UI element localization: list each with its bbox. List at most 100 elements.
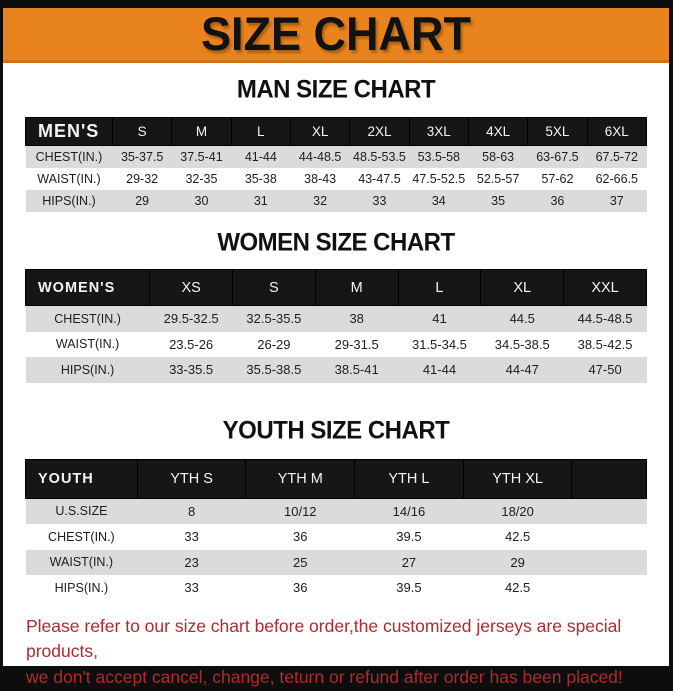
size-value-cell: 33-35.5: [150, 357, 233, 383]
size-value-cell: 35-37.5: [112, 146, 171, 169]
size-value-cell: 14/16: [355, 498, 464, 524]
size-column-header: L: [231, 118, 290, 146]
size-column-header: 4XL: [468, 118, 527, 146]
filler-cell: [572, 498, 647, 524]
size-value-cell: 34: [409, 190, 468, 212]
size-value-cell: 35.5-38.5: [233, 357, 316, 383]
size-value-cell: 36: [528, 190, 587, 212]
size-value-cell: 37: [587, 190, 646, 212]
size-value-cell: 57-62: [528, 168, 587, 190]
size-column-header: S: [233, 270, 316, 306]
size-value-cell: 23.5-26: [150, 332, 233, 358]
size-value-cell: 35-38: [231, 168, 290, 190]
size-column-header: YTH L: [355, 459, 464, 498]
size-column-header: YTH XL: [463, 459, 572, 498]
size-value-cell: 43-47.5: [350, 168, 409, 190]
size-column-header: XL: [290, 118, 349, 146]
page-title: SIZE CHART: [201, 6, 471, 61]
size-value-cell: 44.5: [481, 306, 564, 332]
size-value-cell: 33: [137, 575, 246, 601]
size-value-cell: 47-50: [564, 357, 647, 383]
size-value-cell: 33: [137, 524, 246, 550]
order-policy-line-2: we don't accept cancel, change, teturn o…: [26, 665, 647, 691]
size-value-cell: 44-48.5: [290, 146, 349, 169]
size-value-cell: 36: [246, 575, 355, 601]
size-value-cell: 37.5-41: [172, 146, 231, 169]
size-column-header: XS: [150, 270, 233, 306]
row-label-cell: CHEST(IN.): [26, 146, 113, 169]
row-label-cell: CHEST(IN.): [26, 524, 138, 550]
row-label-cell: WAIST(IN.): [26, 550, 138, 576]
size-value-cell: 63-67.5: [528, 146, 587, 169]
order-policy-note: Please refer to our size chart before or…: [3, 601, 669, 691]
size-value-cell: 34.5-38.5: [481, 332, 564, 358]
size-column-header: 6XL: [587, 118, 646, 146]
table-title-cell: WOMEN'S: [26, 270, 150, 306]
size-value-cell: 47.5-52.5: [409, 168, 468, 190]
size-value-cell: 29.5-32.5: [150, 306, 233, 332]
size-value-cell: 33: [350, 190, 409, 212]
size-value-cell: 31: [231, 190, 290, 212]
size-value-cell: 18/20: [463, 498, 572, 524]
size-value-cell: 32: [290, 190, 349, 212]
size-value-cell: 53.5-58: [409, 146, 468, 169]
size-value-cell: 62-66.5: [587, 168, 646, 190]
row-label-cell: HIPS(IN.): [26, 357, 150, 383]
section-heading: YOUTH SIZE CHART: [25, 416, 647, 445]
size-value-cell: 26-29: [233, 332, 316, 358]
size-column-header: 2XL: [350, 118, 409, 146]
size-column-header: L: [398, 270, 481, 306]
size-column-header: M: [172, 118, 231, 146]
row-label-cell: HIPS(IN.): [26, 190, 113, 212]
size-column-header: 3XL: [409, 118, 468, 146]
size-value-cell: 67.5-72: [587, 146, 646, 169]
size-value-cell: 29: [112, 190, 171, 212]
order-policy-line-1: Please refer to our size chart before or…: [26, 614, 647, 666]
size-value-cell: 52.5-57: [468, 168, 527, 190]
row-label-cell: WAIST(IN.): [26, 332, 150, 358]
row-label-cell: HIPS(IN.): [26, 575, 138, 601]
size-value-cell: 27: [355, 550, 464, 576]
size-value-cell: 41-44: [231, 146, 290, 169]
size-value-cell: 32-35: [172, 168, 231, 190]
title-banner: SIZE CHART: [3, 8, 669, 63]
size-value-cell: 35: [468, 190, 527, 212]
size-value-cell: 58-63: [468, 146, 527, 169]
size-value-cell: 10/12: [246, 498, 355, 524]
size-value-cell: 41-44: [398, 357, 481, 383]
size-value-cell: 38.5-41: [315, 357, 398, 383]
size-value-cell: 36: [246, 524, 355, 550]
size-value-cell: 8: [137, 498, 246, 524]
size-value-cell: 32.5-35.5: [233, 306, 316, 332]
table-title-cell: YOUTH: [26, 459, 138, 498]
size-value-cell: 29-32: [112, 168, 171, 190]
size-column-header: 5XL: [528, 118, 587, 146]
size-value-cell: 42.5: [463, 575, 572, 601]
size-column-header: M: [315, 270, 398, 306]
size-value-cell: 42.5: [463, 524, 572, 550]
size-value-cell: 44-47: [481, 357, 564, 383]
size-value-cell: 41: [398, 306, 481, 332]
size-value-cell: 44.5-48.5: [564, 306, 647, 332]
size-value-cell: 39.5: [355, 524, 464, 550]
section-heading: MAN SIZE CHART: [25, 75, 647, 104]
size-column-header: XL: [481, 270, 564, 306]
size-chart-page: { "banner": { "title": "SIZE CHART" }, "…: [0, 0, 673, 669]
size-value-cell: 38: [315, 306, 398, 332]
filler-header-cell: [572, 459, 647, 498]
size-column-header: YTH S: [137, 459, 246, 498]
